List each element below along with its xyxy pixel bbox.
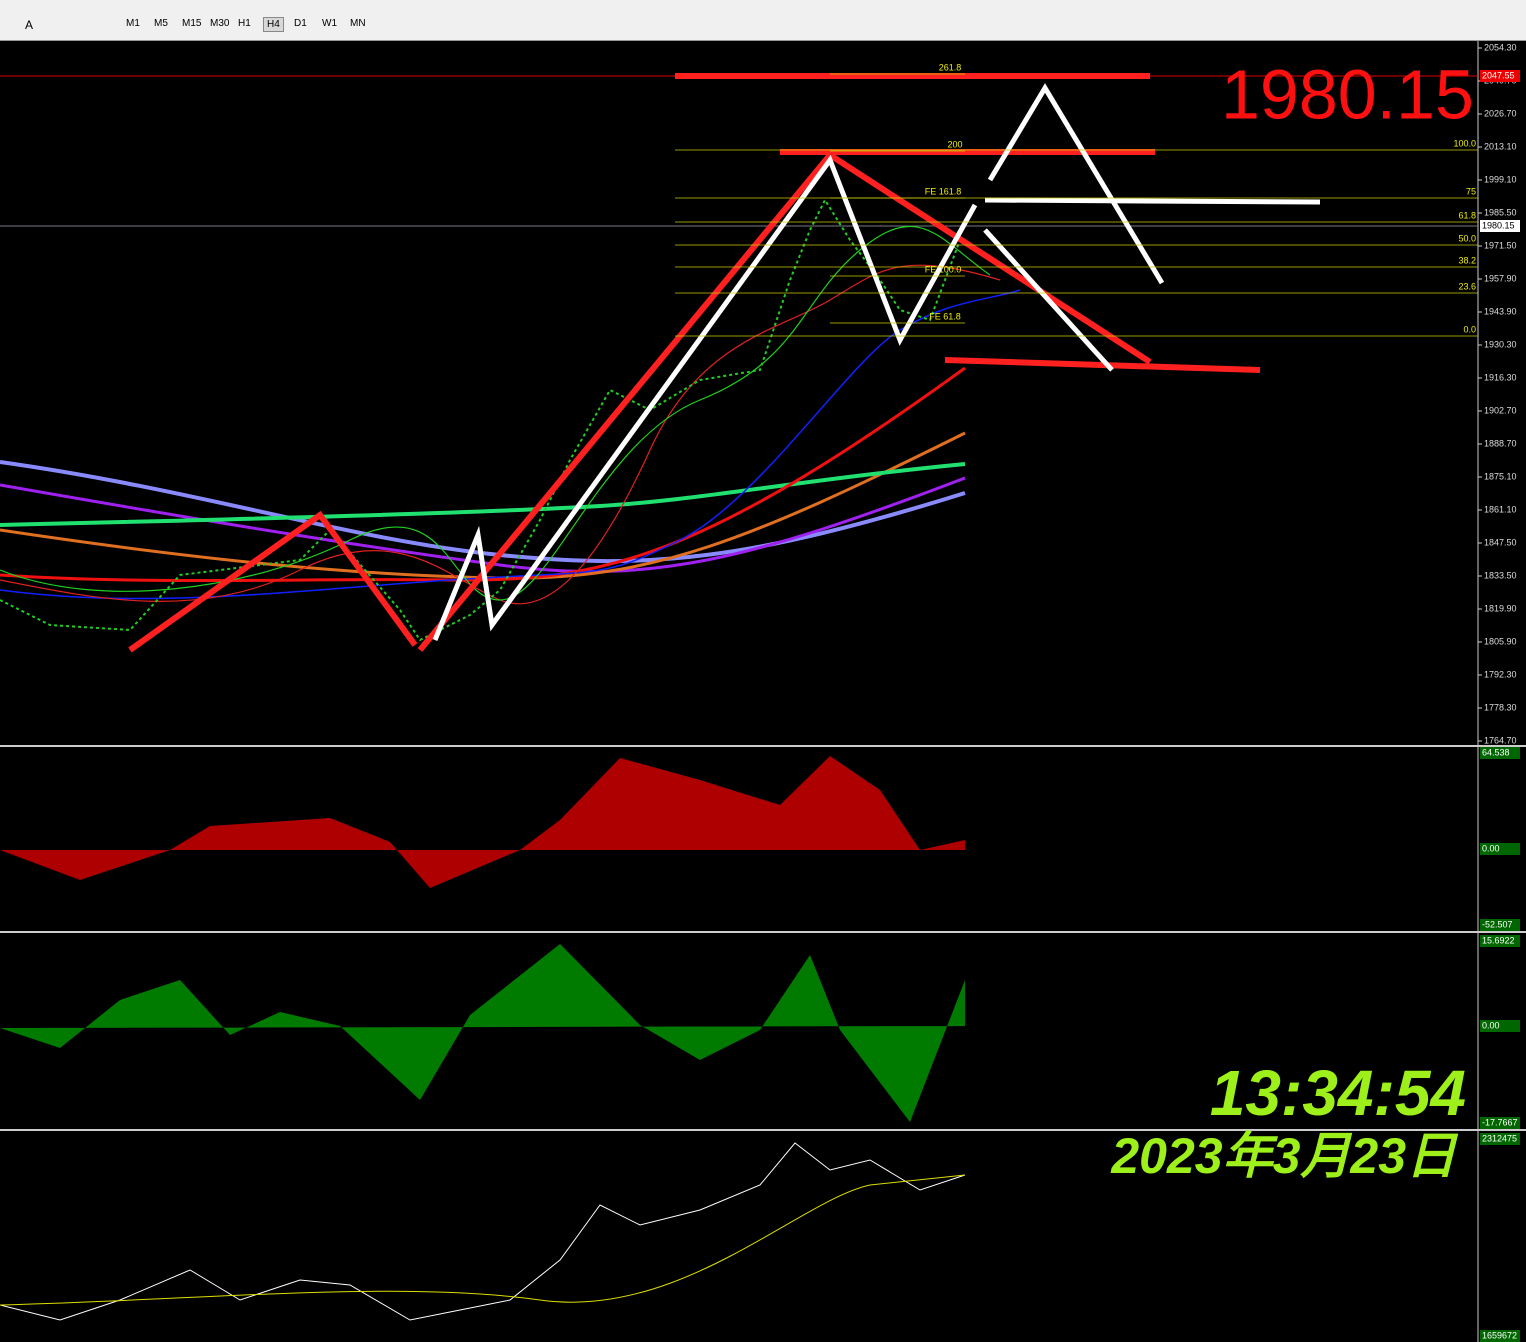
price-label: 1833.50 [1484, 570, 1517, 580]
fe-label: FE 161.8 [925, 186, 962, 196]
panel-label: 1659672 [1482, 1330, 1517, 1340]
panel-label: -52.507 [1482, 919, 1513, 929]
red-arrows [128, 73, 1261, 653]
panel-label: 2312475 [1482, 1133, 1517, 1143]
price-label: 1875.10 [1484, 471, 1517, 481]
macd-histogram [0, 756, 965, 888]
clock: 13:34:54 [1210, 1057, 1466, 1129]
fib-label: 100.0 [1453, 138, 1476, 148]
toolbar: A M1 M5 M15 M30 H1 H4 D1 W1 MN [0, 0, 1526, 41]
panel-label-box [1480, 1330, 1520, 1342]
price-label: 1985.50 [1484, 207, 1517, 217]
panel-label-box [1480, 747, 1520, 759]
timeframe-button[interactable]: M5 [154, 18, 168, 29]
price-label: 1943.90 [1484, 306, 1517, 316]
price-label: 1764.70 [1484, 735, 1517, 745]
current-price-box [1480, 220, 1520, 232]
price-label: 1999.10 [1484, 174, 1517, 184]
current-price: 1980.15 [1482, 220, 1515, 230]
fe-label: 261.8 [939, 62, 962, 72]
fib-label: 50.0 [1458, 233, 1476, 243]
price-label: 2026.70 [1484, 108, 1517, 118]
timeframe-button[interactable]: M30 [210, 18, 230, 29]
panel-label: -17.7667 [1482, 1117, 1518, 1127]
ma [0, 264, 1001, 605]
date: 2023年3月23日 [1110, 1128, 1459, 1184]
volume-line [0, 1142, 966, 1321]
big-price: 1980.15 [1221, 55, 1474, 133]
panel-label: 15.6922 [1482, 935, 1515, 945]
price-label: 1819.90 [1484, 603, 1517, 613]
price-label: 1888.70 [1484, 438, 1517, 448]
panel-label-box [1480, 935, 1520, 947]
timeframe-button[interactable]: M15 [182, 18, 202, 29]
fib-label: 61.8 [1458, 210, 1476, 220]
text-tool[interactable]: A [25, 18, 34, 32]
fe-label: 200 [947, 139, 962, 149]
price-label: 1930.30 [1484, 339, 1517, 349]
oscillator-histogram [0, 944, 965, 1122]
timeframe-button[interactable]: M1 [126, 18, 140, 29]
main-panel [0, 41, 1478, 745]
price-label: 1847.50 [1484, 537, 1517, 547]
price-label: 2054.30 [1484, 42, 1517, 52]
fib-label: 38.2 [1458, 255, 1476, 265]
ma [0, 476, 966, 574]
volume-ma [0, 1174, 966, 1306]
ma [0, 225, 991, 601]
timeframe-button[interactable]: H1 [238, 18, 251, 29]
panel-label-box [1480, 843, 1520, 855]
price-label: 1957.90 [1484, 273, 1517, 283]
fe-label: FE 100.0 [925, 264, 962, 274]
top-marker-box [1480, 70, 1520, 82]
timeframe-button[interactable]: MN [350, 18, 366, 29]
price-label: 1805.90 [1484, 636, 1517, 646]
price-label: 1792.30 [1484, 669, 1517, 679]
timeframe-button[interactable]: W1 [322, 18, 337, 29]
panel-label: 0.00 [1482, 1020, 1500, 1030]
price-label: 1916.30 [1484, 372, 1517, 382]
panel-label-box [1480, 1020, 1520, 1032]
price-label: 1971.50 [1484, 240, 1517, 250]
price-label: 2013.10 [1484, 141, 1517, 151]
panel-label-box [1480, 919, 1520, 931]
white-arrows [432, 83, 1321, 641]
fe-label: FE 61.8 [929, 311, 961, 321]
panel-label: 64.538 [1482, 747, 1510, 757]
panel-label-box [1480, 1133, 1520, 1145]
price-trace [0, 197, 961, 642]
top-marker: 2047.55 [1482, 70, 1515, 80]
fib-label: 23.6 [1458, 281, 1476, 291]
price-label: 1778.30 [1484, 702, 1517, 712]
panel-label: 0.00 [1482, 843, 1500, 853]
panel-label-box [1480, 1117, 1520, 1129]
timeframe-button[interactable]: H4 [263, 17, 284, 32]
price-label: 1902.70 [1484, 405, 1517, 415]
fib-label: 75 [1466, 186, 1476, 196]
timeframe-button[interactable]: D1 [294, 18, 307, 29]
price-label: 1861.10 [1484, 504, 1517, 514]
fib-label: 0.0 [1463, 324, 1476, 334]
